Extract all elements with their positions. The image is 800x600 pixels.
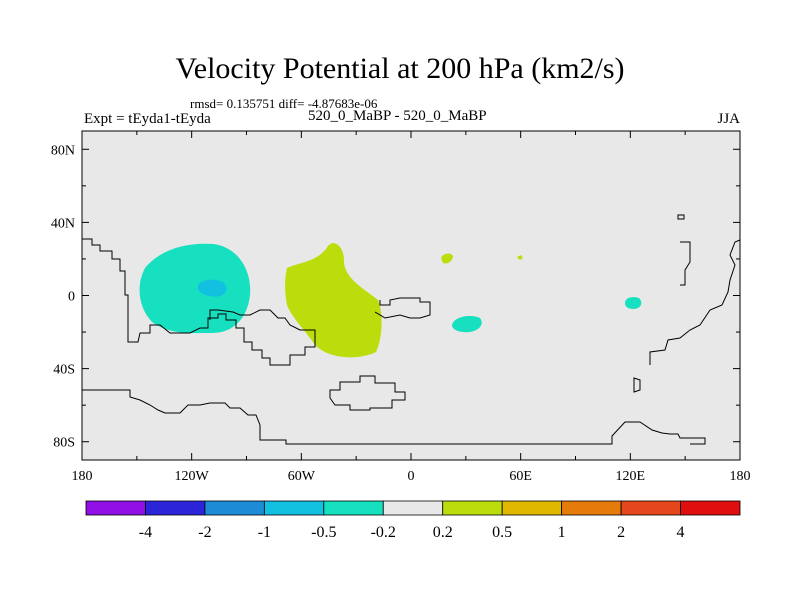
coastline-korea bbox=[680, 241, 691, 286]
colorbar-swatch bbox=[204, 500, 265, 516]
positive-patch-north-africa bbox=[441, 253, 453, 264]
coastline-americas bbox=[82, 238, 316, 366]
colorbar-swatch bbox=[442, 500, 503, 516]
runs-label: 520_0_MaBP - 520_0_MaBP bbox=[308, 108, 487, 124]
coastline-south-georgia-area bbox=[329, 375, 406, 411]
x-tick-label: 180 bbox=[730, 469, 751, 484]
y-tick-label: 80N bbox=[51, 143, 75, 158]
coastline-antarctica bbox=[82, 389, 706, 445]
y-tick-label: 40S bbox=[53, 363, 75, 378]
chart-title: Velocity Potential at 200 hPa (km2/s) bbox=[175, 52, 625, 85]
colorbar-swatch bbox=[85, 500, 146, 516]
colorbar-label: 4 bbox=[677, 524, 685, 541]
colorbar: -4 -2 -1 -0.5 -0.2 0.2 0.5 1 2 4 bbox=[85, 500, 741, 541]
coastline-east-asia bbox=[649, 239, 741, 365]
season-label: JJA bbox=[717, 111, 740, 127]
colorbar-label: -2 bbox=[198, 524, 211, 541]
y-tick-label: 40N bbox=[51, 216, 75, 231]
colorbar-label: 0.5 bbox=[492, 524, 512, 541]
colorbar-label: -1 bbox=[258, 524, 271, 541]
colorbar-swatch bbox=[145, 500, 206, 516]
colorbar-label: 1 bbox=[558, 524, 566, 541]
negative-core-pacific bbox=[198, 279, 227, 297]
coastline-australia bbox=[633, 377, 641, 393]
colorbar-swatch bbox=[501, 500, 563, 516]
axis-ticks: 180 120W 60W 0 60E 120E 180 80N 40N 0 40S 80S bbox=[51, 131, 751, 484]
colorbar-label: -0.2 bbox=[371, 524, 396, 541]
x-tick-label: 60E bbox=[509, 469, 532, 484]
positive-center-atlantic bbox=[285, 243, 382, 358]
negative-patch-africa bbox=[452, 316, 482, 333]
x-tick-label: 180 bbox=[72, 469, 93, 484]
colorbar-swatch bbox=[263, 500, 325, 516]
y-tick-label: 0 bbox=[68, 290, 75, 305]
colorbar-swatch bbox=[382, 500, 444, 516]
colorbar-swatch bbox=[323, 500, 384, 516]
y-tick-label: 80S bbox=[53, 436, 75, 451]
positive-patch-arabia bbox=[517, 255, 523, 260]
colorbar-label: 0.2 bbox=[433, 524, 453, 541]
colorbar-label: -0.5 bbox=[311, 524, 336, 541]
colorbar-label: 2 bbox=[617, 524, 625, 541]
negative-patch-indonesia bbox=[625, 297, 642, 309]
colorbar-swatch bbox=[680, 500, 741, 516]
coastline-africa-eurasia bbox=[374, 297, 431, 319]
colorbar-swatch bbox=[620, 500, 681, 516]
x-tick-label: 120E bbox=[616, 469, 646, 484]
experiment-label: Expt = tEyda1-tEyda bbox=[84, 111, 211, 127]
x-tick-label: 60W bbox=[288, 469, 316, 484]
coastlines bbox=[82, 214, 741, 445]
contour-fills bbox=[139, 243, 642, 358]
x-tick-label: 0 bbox=[408, 469, 415, 484]
colorbar-swatch bbox=[561, 500, 622, 516]
coastline-japan bbox=[677, 214, 685, 220]
colorbar-label: -4 bbox=[139, 524, 152, 541]
rmsd-diff-stats: rmsd= 0.135751 diff= -4.87683e-06 bbox=[190, 96, 378, 111]
x-tick-label: 120W bbox=[175, 469, 210, 484]
